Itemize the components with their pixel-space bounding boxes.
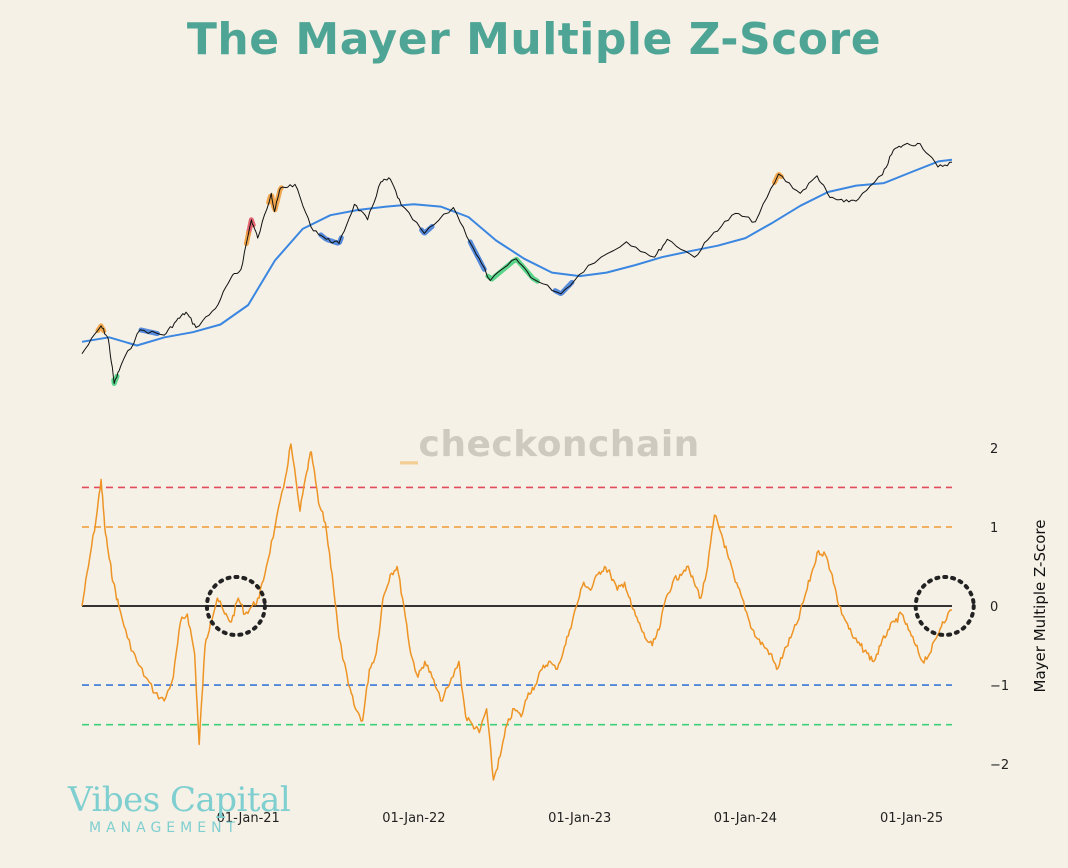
x-tick-label: 01-Jan-25 [880,811,943,826]
y-tick-label: 0 [990,600,998,615]
ma200-line [81,158,953,347]
chart-title: The Mayer Multiple Z-Score [186,14,882,65]
y-tick-label: −2 [990,758,1009,773]
price-line [81,142,953,384]
watermark-prefix: _ [400,424,419,465]
watermark-text: checkonchain [418,424,700,465]
y-tick-label: −1 [990,679,1009,694]
zscore-line [81,443,953,781]
logo-subtitle: MANAGEMENT [89,820,241,836]
x-tick-label: 01-Jan-21 [217,811,280,826]
y-axis-label: Mayer Multiple Z-Score [1031,520,1049,693]
price-panel [81,142,953,386]
axes: 2 1 0 −1 −2 01-Jan-21 01-Jan-22 01-Jan-23 01-Jan… [217,442,1049,826]
y-tick-label: 1 [990,521,998,536]
y-tick-label: 2 [990,442,998,457]
x-tick-label: 01-Jan-22 [382,811,445,826]
x-tick-label: 01-Jan-23 [548,811,611,826]
watermark: _checkonchain [400,424,700,465]
logo-wordmark: Vibes Capital [68,780,291,820]
dotted-circle-annotation-1 [913,575,976,637]
x-tick-label: 01-Jan-24 [714,811,777,826]
dotted-circle-annotation-0 [204,575,267,637]
zscore-panel [81,443,976,781]
